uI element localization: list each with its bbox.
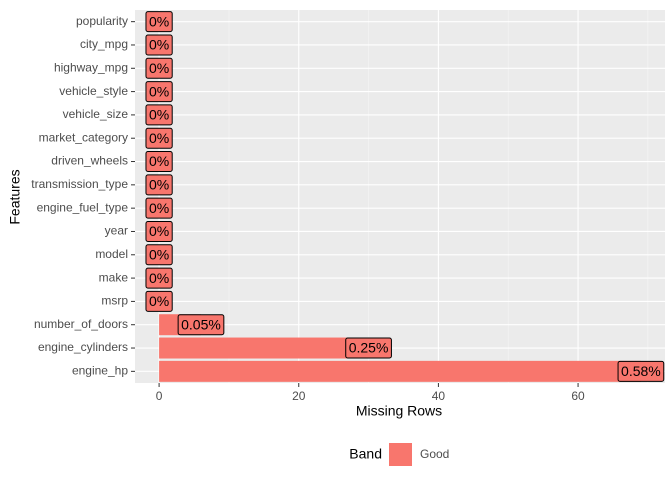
data-label: 0% bbox=[149, 83, 169, 99]
data-label-box bbox=[617, 360, 665, 382]
data-label-box bbox=[145, 104, 173, 126]
data-label: 0% bbox=[149, 130, 169, 146]
y-tick-label: model bbox=[95, 247, 128, 261]
data-label: 0% bbox=[149, 270, 169, 286]
data-label-box bbox=[145, 267, 173, 289]
y-tick-label: transmission_type bbox=[31, 177, 128, 191]
y-tick-label: engine_fuel_type bbox=[37, 200, 129, 214]
data-label-box bbox=[177, 314, 225, 336]
y-tick-label: driven_wheels bbox=[51, 154, 128, 168]
y-tick-label: market_category bbox=[39, 130, 128, 144]
data-label-box bbox=[145, 244, 173, 266]
y-tick-label: highway_mpg bbox=[54, 60, 128, 74]
data-label-box bbox=[145, 197, 173, 219]
data-label-box bbox=[145, 11, 173, 33]
data-label: 0% bbox=[149, 153, 169, 169]
data-label: 0% bbox=[149, 177, 169, 193]
data-label-box bbox=[145, 290, 173, 312]
bar bbox=[159, 360, 641, 382]
x-tick-label: 0 bbox=[156, 389, 163, 403]
data-label-box bbox=[145, 57, 173, 79]
x-tick-label: 20 bbox=[292, 389, 306, 403]
data-label: 0% bbox=[149, 223, 169, 239]
data-label: 0% bbox=[149, 37, 169, 53]
y-tick-label: make bbox=[99, 270, 129, 284]
data-label-box bbox=[145, 220, 173, 242]
legend-title: Band bbox=[349, 446, 382, 462]
data-label-box bbox=[145, 34, 173, 56]
data-label: 0.25% bbox=[349, 340, 389, 356]
data-label: 0% bbox=[149, 200, 169, 216]
data-label: 0% bbox=[149, 246, 169, 262]
data-label-box bbox=[145, 127, 173, 149]
data-label-box bbox=[345, 337, 392, 359]
data-label: 0.58% bbox=[621, 363, 661, 379]
data-label: 0% bbox=[149, 293, 169, 309]
legend-key bbox=[389, 443, 412, 466]
data-label-box bbox=[145, 174, 173, 196]
y-tick-label: city_mpg bbox=[80, 37, 128, 51]
y-tick-label: vehicle_size bbox=[63, 107, 129, 121]
data-label-box bbox=[145, 151, 173, 173]
y-tick-label: msrp bbox=[101, 294, 128, 308]
data-label: 0% bbox=[149, 13, 169, 29]
x-axis-title: Missing Rows bbox=[356, 403, 442, 419]
y-axis-title: Features bbox=[7, 169, 23, 224]
y-tick-label: popularity bbox=[76, 14, 128, 28]
y-tick-label: vehicle_style bbox=[59, 84, 128, 98]
x-tick-label: 40 bbox=[432, 389, 446, 403]
x-tick-label: 60 bbox=[571, 389, 585, 403]
data-label: 0.05% bbox=[181, 316, 221, 332]
y-tick-label: number_of_doors bbox=[34, 317, 128, 331]
legend-label: Good bbox=[420, 447, 449, 461]
y-tick-label: engine_hp bbox=[72, 364, 128, 378]
bar bbox=[159, 337, 369, 359]
data-label: 0% bbox=[149, 107, 169, 123]
y-tick-label: engine_cylinders bbox=[38, 340, 128, 354]
y-tick-label: year bbox=[105, 224, 128, 238]
data-label-box bbox=[145, 81, 173, 103]
data-label: 0% bbox=[149, 60, 169, 76]
